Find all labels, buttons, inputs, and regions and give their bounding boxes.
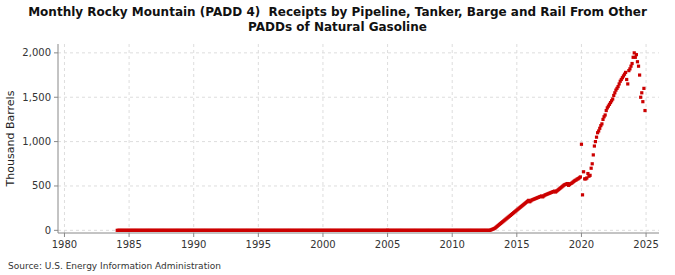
point — [640, 91, 643, 94]
y-tick — [54, 141, 58, 142]
x-grid-line — [516, 44, 517, 233]
point — [593, 144, 596, 147]
x-tick — [387, 233, 388, 237]
x-tick-label: 2000 — [310, 239, 335, 250]
x-grid-line — [193, 44, 194, 233]
point — [641, 100, 644, 103]
point — [591, 162, 594, 165]
y-tick-label: 2,000 — [22, 47, 51, 58]
y-tick — [54, 230, 58, 231]
point — [611, 97, 614, 100]
x-grid-line — [646, 44, 647, 233]
chart: 0 500 1,000 1,500 2,000 1980 1985 1990 1995 2000 2… — [0, 0, 675, 275]
title-line: Monthly Rocky Mountain (PADD 4) Receipts… — [28, 5, 647, 19]
x-tick-label: 2020 — [569, 239, 594, 250]
x-tick — [258, 233, 259, 237]
point — [630, 62, 633, 65]
point — [642, 87, 645, 90]
title: Monthly Rocky Mountain (PADD 4) Receipts… — [28, 5, 647, 34]
y-grid-line — [58, 97, 659, 98]
point — [639, 96, 642, 99]
point — [592, 153, 595, 156]
point — [624, 71, 627, 74]
axes: 0 500 1,000 1,500 2,000 1980 1985 1990 1995 2000 2… — [22, 44, 659, 250]
point — [580, 143, 583, 146]
y-grid-line — [58, 52, 659, 53]
point — [581, 193, 584, 196]
point — [582, 170, 585, 173]
x-tick — [516, 233, 517, 237]
x-grid-line — [129, 44, 130, 233]
x-grid-line — [322, 44, 323, 233]
y-tick-label: 500 — [32, 180, 51, 191]
point — [600, 122, 603, 125]
grid — [58, 44, 659, 233]
point — [579, 175, 582, 178]
x-grid-line — [258, 44, 259, 233]
point — [637, 65, 640, 68]
point — [590, 167, 593, 170]
y-tick — [54, 97, 58, 98]
x-tick — [581, 233, 582, 237]
point — [643, 109, 646, 112]
source-note: Source: U.S. Energy Information Administ… — [8, 261, 221, 271]
y-tick — [54, 52, 58, 53]
x-tick-label: 2005 — [375, 239, 400, 250]
x-tick-label: 2015 — [504, 239, 529, 250]
x-tick — [452, 233, 453, 237]
x-tick-label: 1980 — [52, 239, 77, 250]
x-tick-label: 1985 — [116, 239, 141, 250]
x-tick-label: 2010 — [439, 239, 464, 250]
x-grid-line — [581, 44, 582, 233]
x-grid-line — [387, 44, 388, 233]
x-tick-label: 1990 — [181, 239, 206, 250]
x-grid-line — [64, 44, 65, 233]
point — [595, 136, 598, 139]
y-tick-label: 1,000 — [22, 136, 51, 147]
x-tick-label: 1995 — [246, 239, 271, 250]
x-tick — [193, 233, 194, 237]
point — [635, 53, 638, 56]
point — [625, 78, 628, 81]
x-tick-label: 2025 — [633, 239, 658, 250]
y-grid-line — [58, 141, 659, 142]
y-tick — [54, 185, 58, 186]
y-axis-label: Thousand Barrels — [4, 90, 17, 187]
points — [116, 51, 647, 232]
x-tick — [322, 233, 323, 237]
point — [594, 140, 597, 143]
title-line: PADDs of Natural Gasoline — [248, 20, 427, 34]
x-tick — [64, 233, 65, 237]
point — [626, 82, 629, 85]
point — [588, 174, 591, 177]
y-tick-label: 0 — [45, 225, 51, 236]
x-axis-line — [58, 233, 659, 234]
x-grid-line — [452, 44, 453, 233]
point — [604, 113, 607, 116]
point — [638, 73, 641, 76]
x-tick — [646, 233, 647, 237]
y-tick-label: 1,500 — [22, 92, 51, 103]
y-axis-line — [58, 44, 59, 233]
x-tick — [129, 233, 130, 237]
point — [636, 60, 639, 63]
